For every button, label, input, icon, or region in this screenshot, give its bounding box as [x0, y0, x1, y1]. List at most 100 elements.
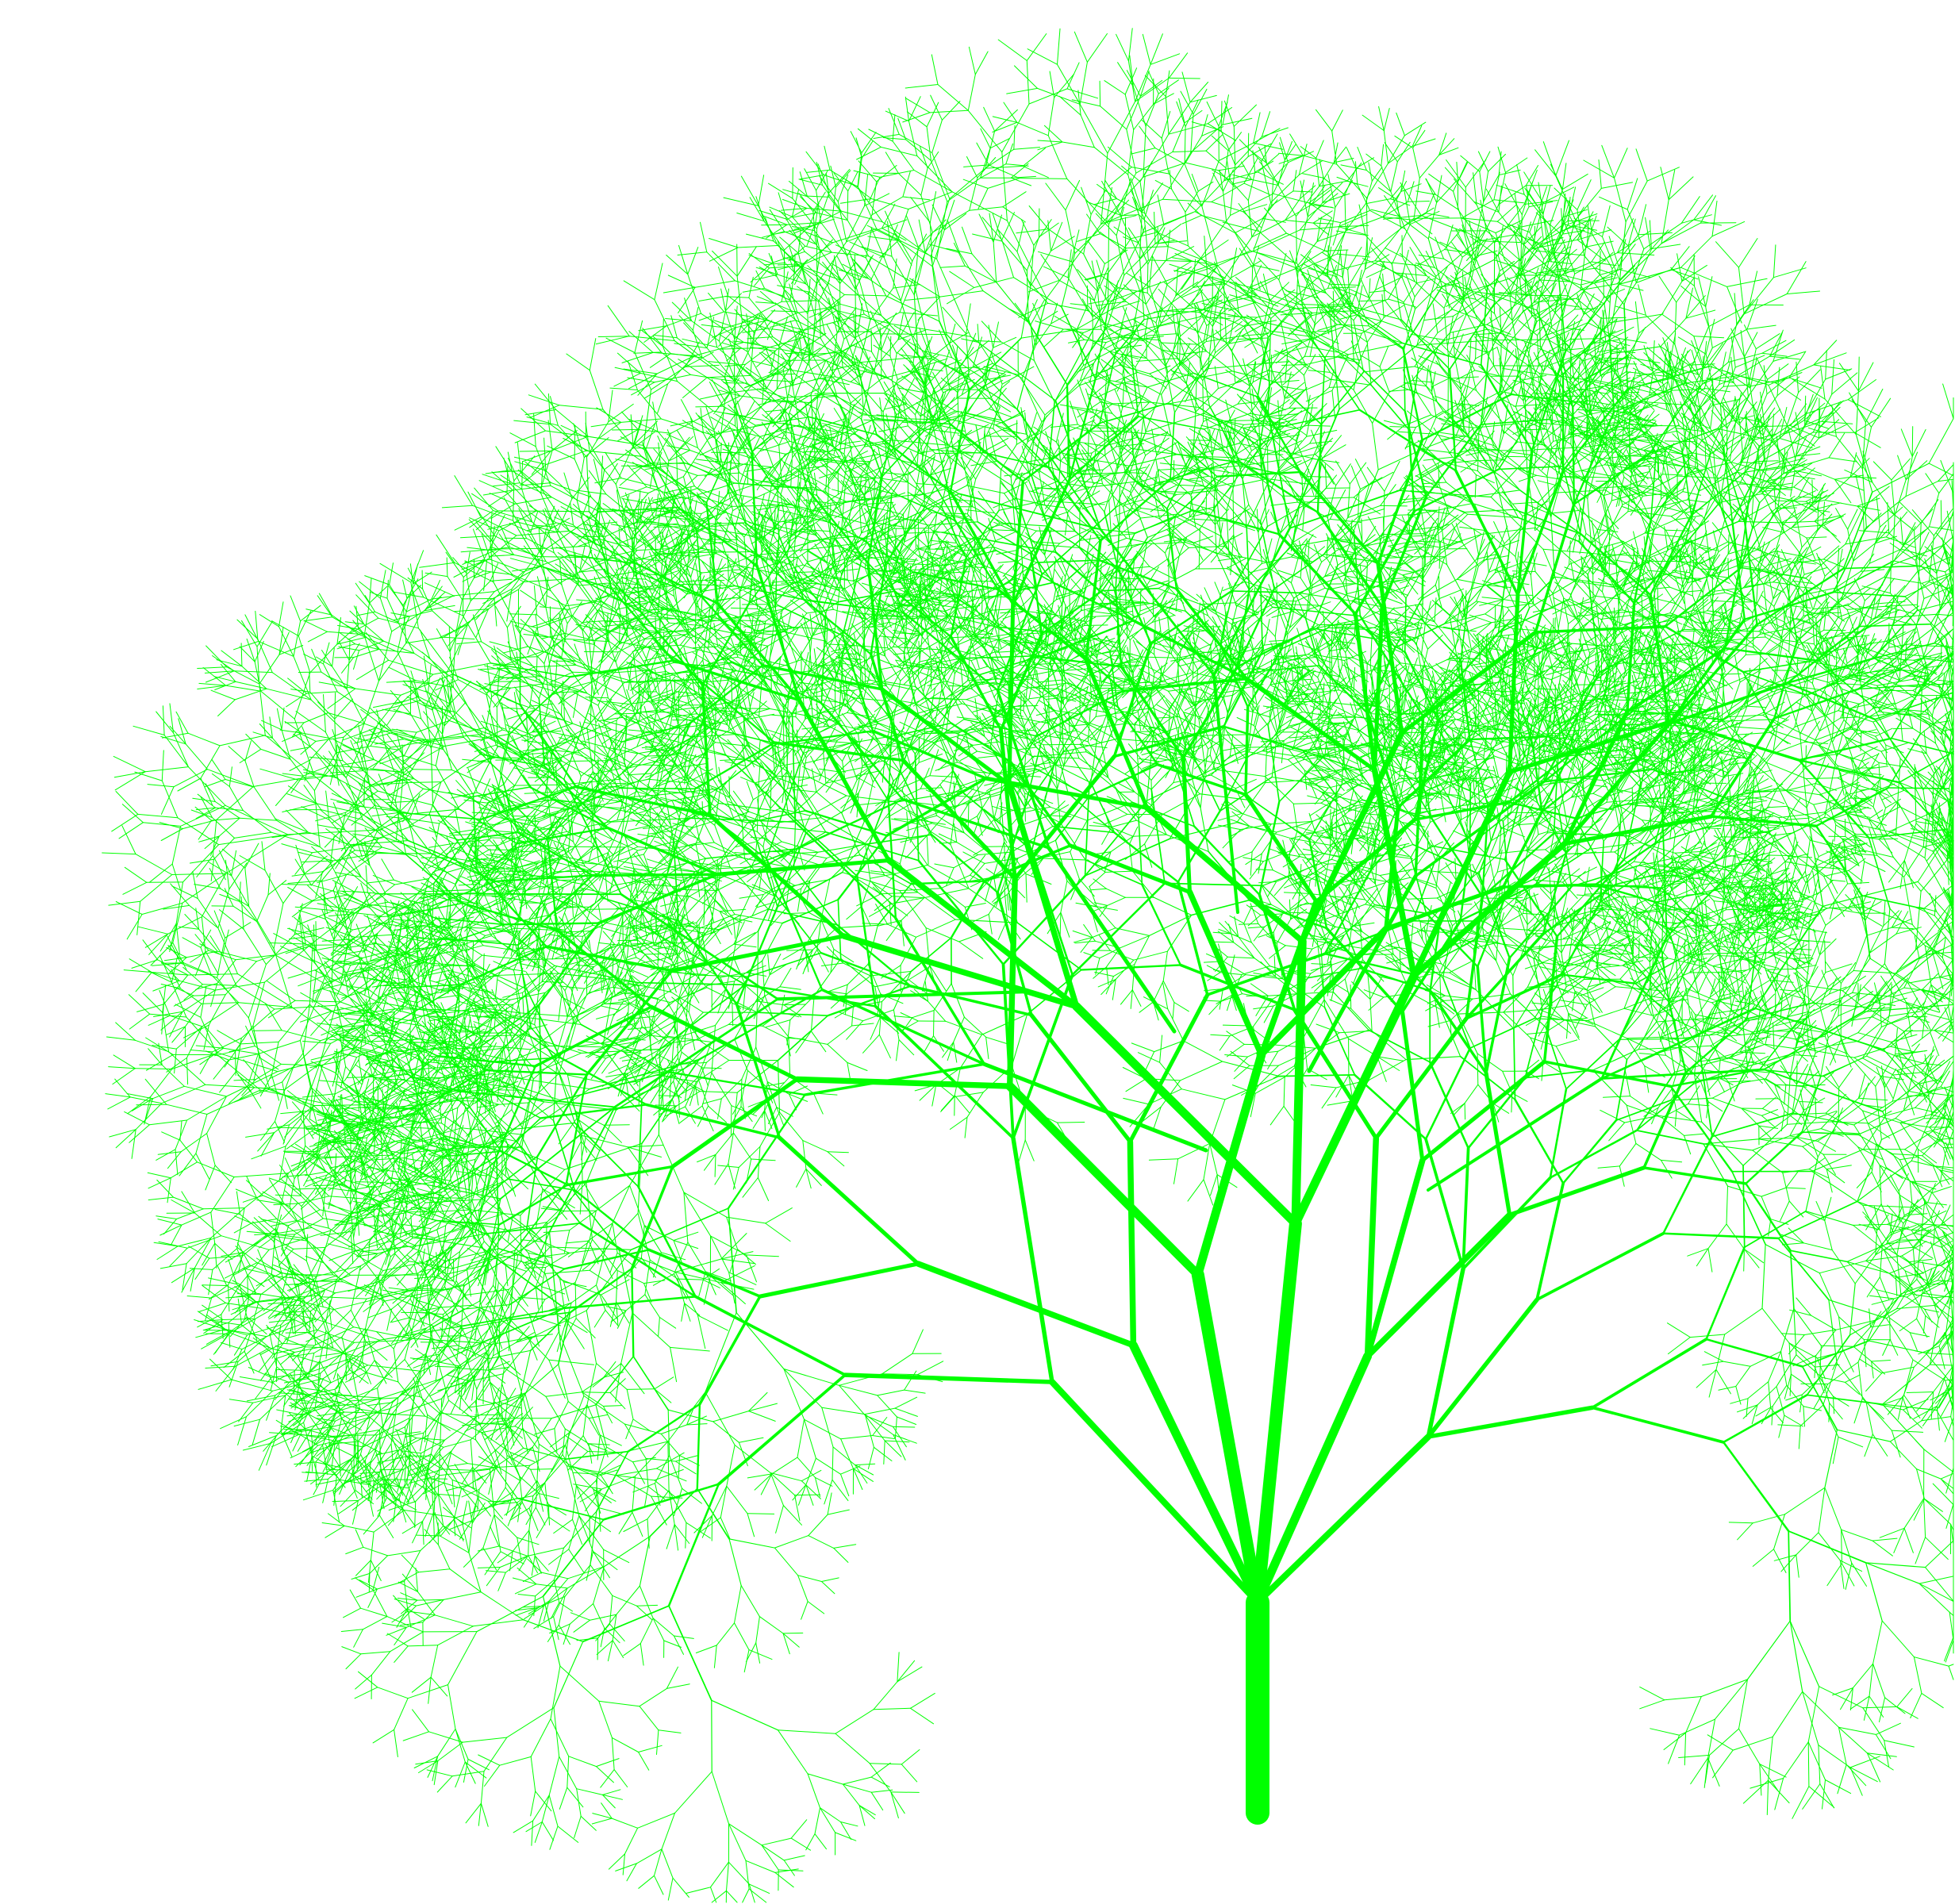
tree-branch: [870, 970, 912, 977]
tree-branch: [828, 460, 846, 482]
tree-branch: [370, 1280, 383, 1310]
tree-branch: [588, 1418, 600, 1436]
tree-branch: [330, 862, 348, 896]
tree-branch: [1572, 406, 1575, 505]
tree-branch: [341, 988, 369, 999]
tree-branch: [599, 808, 623, 829]
tree-branch: [905, 835, 928, 859]
tree-branch: [682, 1488, 702, 1504]
tree-branch: [896, 1039, 900, 1061]
tree-branch: [1498, 539, 1519, 548]
tree-branch: [615, 459, 643, 466]
tree-branch: [295, 711, 326, 733]
tree-branch: [616, 602, 649, 610]
tree-branch: [1119, 457, 1135, 487]
tree-branch: [1692, 823, 1703, 845]
tree-branch: [281, 1030, 321, 1042]
tree-branch: [1438, 576, 1440, 600]
tree-branch: [1083, 213, 1092, 255]
tree-branch: [1421, 620, 1461, 661]
tree-branch: [988, 529, 1015, 532]
tree-branch: [481, 641, 512, 661]
tree-branch: [956, 543, 981, 572]
tree-branch: [1527, 294, 1569, 297]
tree-branch: [387, 782, 409, 797]
tree-branch: [1358, 754, 1402, 770]
tree-branch: [1077, 480, 1104, 485]
tree-branch: [1039, 544, 1081, 549]
tree-branch: [348, 819, 378, 832]
tree-branch: [1300, 468, 1310, 501]
tree-branch: [640, 522, 670, 527]
tree-branch: [1456, 559, 1484, 580]
tree-branch: [1086, 554, 1094, 579]
tree-branch: [428, 813, 437, 838]
tree-branch: [325, 1159, 355, 1189]
tree-branch: [495, 1065, 537, 1157]
tree-branch: [470, 786, 531, 798]
tree-branch: [1615, 305, 1646, 316]
tree-branch: [595, 1356, 635, 1406]
tree-branch: [1074, 474, 1105, 512]
tree-branch: [1179, 363, 1197, 382]
tree-branch: [309, 756, 344, 762]
tree-branch: [825, 739, 838, 762]
tree-branch: [862, 626, 885, 628]
tree-branch: [1111, 438, 1134, 455]
tree-branch: [302, 1040, 332, 1044]
tree-branch: [1099, 231, 1127, 252]
tree-branch: [670, 1077, 800, 1169]
tree-branch: [1385, 566, 1392, 595]
tree-branch: [670, 1346, 710, 1352]
tree-branch: [636, 490, 641, 524]
tree-branch: [825, 771, 841, 793]
tree-branch: [409, 813, 430, 827]
tree-branch: [826, 984, 848, 993]
tree-branch: [511, 727, 537, 750]
tree-branch: [836, 924, 878, 929]
tree-branch: [572, 691, 599, 706]
tree-branch: [1175, 281, 1199, 297]
tree-branch: [734, 913, 783, 924]
tree-branch: [378, 1240, 394, 1277]
tree-branch: [1050, 221, 1063, 251]
tree-branch: [943, 689, 949, 716]
tree-branch: [510, 659, 540, 700]
tree-branch: [868, 278, 901, 301]
tree-branch: [607, 305, 630, 337]
tree-branch: [866, 470, 874, 503]
tree-branch: [929, 191, 937, 224]
tree-branch: [898, 1039, 915, 1056]
tree-branch: [372, 747, 391, 769]
tree-branch: [551, 608, 569, 640]
tree-branch: [1366, 466, 1385, 492]
tree-branch: [846, 1020, 864, 1040]
tree-branch: [693, 462, 720, 472]
tree-branch: [776, 378, 820, 390]
tree-branch: [496, 1156, 500, 1235]
tree-branch: [607, 880, 642, 895]
tree-branch: [1705, 276, 1713, 307]
tree-branch: [1017, 374, 1046, 416]
tree-branch: [1215, 486, 1222, 537]
tree-branch: [977, 521, 1032, 555]
tree-branch: [849, 476, 876, 478]
tree-branch: [531, 628, 544, 652]
tree-branch: [947, 1042, 954, 1061]
tree-branch: [524, 803, 570, 810]
tree-branch: [448, 682, 456, 712]
tree-branch: [462, 1358, 488, 1384]
tree-branch: [1143, 455, 1158, 488]
tree-branch: [966, 424, 989, 436]
tree-branch: [659, 593, 688, 620]
tree-branch: [436, 534, 455, 563]
tree-branch: [1104, 467, 1119, 512]
tree-branch: [1188, 502, 1214, 511]
tree-branch: [933, 1010, 935, 1037]
tree-branch: [912, 1010, 935, 1019]
tree-branch: [891, 255, 915, 296]
tree-branch: [632, 1483, 655, 1493]
tree-branch: [987, 444, 1007, 455]
tree-branch: [528, 505, 557, 524]
